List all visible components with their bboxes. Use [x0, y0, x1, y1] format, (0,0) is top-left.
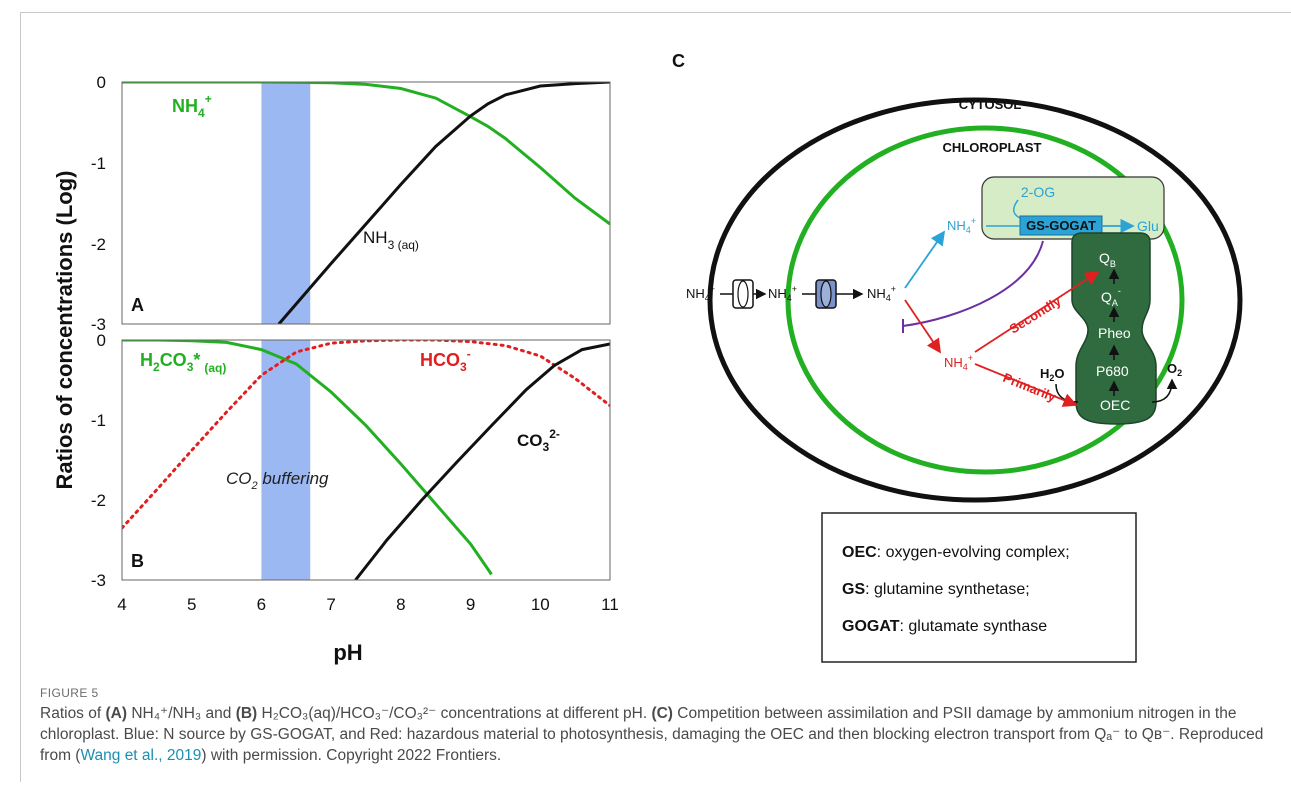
figure-svg: 0 -1 -2 -3 0 -1 -2 -3 4 5 6 7 8 9 10 11 … — [52, 51, 1243, 665]
label-h2o: H2O — [1040, 366, 1065, 383]
panel-b-yticks: 0 -1 -2 -3 — [91, 331, 106, 590]
label-glu: Glu — [1137, 218, 1159, 234]
figure-label: FIGURE 5 — [40, 686, 99, 700]
label-nh4-red: NH4+ — [944, 353, 973, 372]
label-p680: P680 — [1096, 363, 1129, 379]
caption-part-1: Ratios of — [40, 705, 106, 722]
label-nh4-mid: NH4+ — [768, 284, 797, 303]
ytick-b-1: -1 — [91, 411, 106, 430]
ytick-a-2: -2 — [91, 235, 106, 254]
label-nh4-outer: NH4+ — [686, 284, 715, 303]
panel-a-yticks: 0 -1 -2 -3 — [91, 73, 106, 334]
citation-link[interactable]: Wang et al., 2019 — [80, 747, 202, 764]
xtick-10: 10 — [531, 595, 550, 614]
transporter-2-face — [820, 280, 832, 308]
xtick-9: 9 — [466, 595, 475, 614]
o2-arrow — [1151, 378, 1178, 403]
figure-caption: Ratios of (A) NH₄⁺/NH₃ and (B) H₂CO₃(aq)… — [40, 703, 1265, 766]
ytick-b-3: -3 — [91, 571, 106, 590]
hco3-curve — [122, 340, 610, 530]
chloroplast-label: CHLOROPLAST — [943, 140, 1042, 155]
ytick-a-1: -1 — [91, 154, 106, 173]
label-2og: 2-OG — [1021, 184, 1055, 200]
h2co3-curve — [122, 340, 493, 576]
cytosol-ellipse — [707, 97, 1243, 503]
nh4-curve — [122, 82, 610, 226]
blue-arrow — [904, 230, 946, 289]
label-hco3: HCO3- — [420, 347, 471, 374]
caption-tag-c: (C) — [651, 705, 673, 722]
label-oec: OEC — [1100, 397, 1130, 413]
co2-band-a — [261, 82, 311, 324]
primarily-arrow — [974, 363, 1078, 407]
ytick-a-0: 0 — [97, 73, 106, 92]
red-arrow-to-nh4 — [904, 299, 942, 354]
label-nh4-blue: NH4+ — [947, 216, 976, 235]
panel-a-frame — [121, 81, 611, 325]
caption-tag-b: (B) — [235, 705, 258, 722]
label-qb: QB — [1099, 250, 1116, 269]
nh3-curve — [277, 82, 610, 324]
h2o-arrow — [1055, 383, 1079, 403]
label-h2co3: H2CO3* (aq) — [140, 350, 226, 375]
xtick-7: 7 — [326, 595, 335, 614]
label-nh3: NH3 (aq) — [363, 228, 419, 252]
caption-part-4: Competition between assimilation and PSI… — [40, 705, 1264, 764]
secondly-arrow — [974, 271, 1100, 353]
transporter-1-face — [737, 280, 749, 308]
inhibition-line — [902, 240, 1044, 327]
figure-frame-top — [20, 12, 1291, 13]
panel-label-c: C — [672, 51, 685, 71]
panel-label-b: B — [131, 551, 144, 571]
xtick-6: 6 — [257, 595, 266, 614]
xtick-5: 5 — [187, 595, 196, 614]
ytick-a-3: -3 — [91, 315, 106, 334]
caption-part-2: NH₄⁺/NH₃ and — [127, 705, 236, 722]
label-nh4-inner: NH4+ — [867, 284, 896, 303]
abbreviation-box — [821, 512, 1137, 663]
label-nh4: NH4+ — [172, 92, 212, 120]
caption-part-3: H₂CO₃(aq)/HCO₃⁻/CO₃²⁻ concentrations at … — [257, 705, 652, 722]
label-secondly: Secondly — [1007, 293, 1065, 337]
label-pheo: Pheo — [1098, 325, 1131, 341]
legend-oec: OEC: oxygen-evolving complex; — [842, 544, 1070, 561]
caption-tag-a: (A) — [105, 705, 128, 722]
legend-gogat: GOGAT: glutamate synthase — [842, 618, 1047, 635]
caption-part-5: ) with permission. Copyright 2022 Fronti… — [201, 747, 502, 764]
label-o2: O2 — [1167, 361, 1182, 378]
x-axis-label: pH — [333, 640, 362, 665]
label-qa: QA- — [1101, 286, 1121, 308]
co3-curve — [354, 342, 610, 580]
ytick-b-0: 0 — [97, 331, 106, 350]
figure-frame-left — [20, 12, 21, 782]
panel-b-frame — [121, 339, 611, 581]
xtick-8: 8 — [396, 595, 405, 614]
og-arc — [1013, 199, 1021, 219]
panel-b-xticks: 4 5 6 7 8 9 10 11 — [117, 595, 619, 614]
legend-gs: GS: glutamine synthetase; — [842, 581, 1030, 598]
xtick-11: 11 — [601, 595, 619, 614]
cytosol-label: CYTOSOL — [959, 97, 1022, 112]
chloroplast-ellipse — [785, 125, 1185, 475]
gs-gogat-label: GS-GOGAT — [1026, 218, 1096, 233]
ytick-b-2: -2 — [91, 491, 106, 510]
panel-label-a: A — [131, 295, 144, 315]
label-co2-buffering: CO2 buffering — [226, 469, 329, 492]
label-co3: CO32- — [517, 427, 560, 454]
xtick-4: 4 — [117, 595, 126, 614]
y-axis-label: Ratios of concentrations (Log) — [52, 171, 77, 490]
co2-band-b — [261, 340, 311, 580]
